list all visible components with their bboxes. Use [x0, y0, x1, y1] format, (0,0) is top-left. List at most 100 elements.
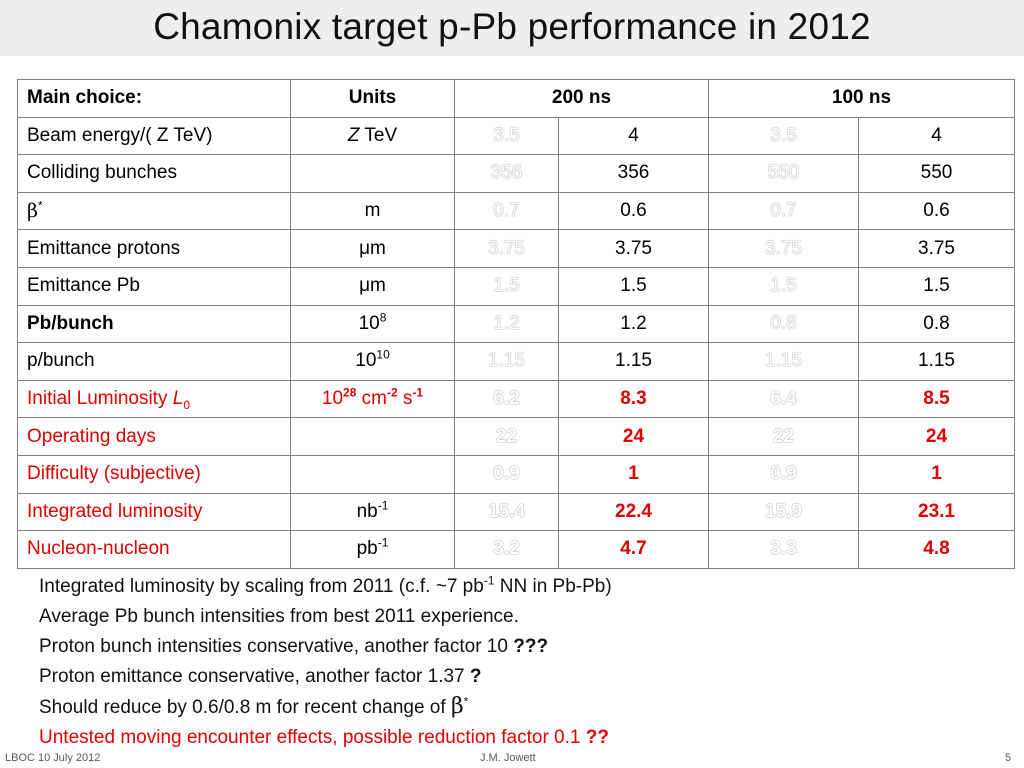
value-cell: 1	[558, 454, 709, 494]
value-cell: 1.5	[454, 266, 559, 306]
table-row: Pb/bunch 108 1.2 1.2 0.8 0.8	[17, 304, 1015, 344]
value-cell: 550	[858, 154, 1015, 193]
note-emphasis: ??	[585, 727, 609, 748]
note-line: Proton bunch intensities conservative, a…	[39, 632, 612, 662]
value-cell: 3.75	[858, 229, 1015, 268]
value-cell: 4.8	[858, 530, 1015, 569]
value-cell: 0.8	[708, 304, 859, 344]
header-200ns: 200 ns	[454, 79, 709, 118]
label-subscript: 0	[183, 397, 190, 412]
header-100ns: 100 ns	[708, 79, 1015, 118]
value-cell: 1.15	[454, 342, 559, 381]
table-row: Colliding bunches 356 356 550 550	[17, 154, 1015, 193]
note-emphasis: ?	[469, 666, 482, 687]
value-cell: 3.75	[558, 229, 709, 268]
value-cell: 1.2	[454, 304, 559, 344]
table-row: Initial Luminosity L0 1028 cm-2 s-1 6.2 …	[17, 379, 1015, 419]
value-cell: 6.2	[454, 379, 559, 419]
row-label: β*	[17, 191, 291, 231]
row-unit: Z TeV	[290, 116, 455, 156]
value-cell: 3.2	[454, 530, 559, 569]
row-unit: nb-1	[290, 492, 455, 532]
unit-italic: Z	[347, 124, 360, 146]
row-unit: 1010	[290, 342, 455, 381]
unit-base: pb	[356, 538, 378, 560]
note-text: Proton emittance conservative, another f…	[39, 666, 470, 687]
value-cell: 23.1	[858, 492, 1015, 532]
value-cell: 0.6	[558, 191, 709, 231]
value-cell: 22	[708, 417, 859, 456]
performance-table: Main choice: Units 200 ns 100 ns Beam en…	[17, 79, 1015, 569]
value-cell: 3.75	[454, 229, 559, 268]
row-unit: pb-1	[290, 530, 455, 569]
slide-title: Chamonix target p-Pb performance in 2012	[153, 6, 871, 47]
value-cell: 8.3	[558, 379, 709, 419]
label-italic: L	[172, 388, 184, 410]
row-label: Colliding bunches	[17, 154, 291, 193]
note-text: Untested moving encounter effects, possi…	[39, 727, 586, 748]
note-line: Should reduce by 0.6/0.8 m for recent ch…	[39, 692, 612, 723]
table-row: Emittance Pb μm 1.5 1.5 1.5 1.5	[17, 266, 1015, 306]
table-row: p/bunch 1010 1.15 1.15 1.15 1.15	[17, 342, 1015, 381]
row-unit: m	[290, 191, 455, 231]
note-text: Should reduce by 0.6/0.8 m for recent ch…	[39, 697, 451, 718]
row-label: Operating days	[17, 417, 291, 456]
value-cell: 356	[454, 154, 559, 193]
value-cell: 1.5	[708, 266, 859, 306]
value-cell: 3.3	[708, 530, 859, 569]
value-cell: 0.6	[858, 191, 1015, 231]
beta-symbol: β	[27, 199, 38, 222]
unit-base: nb	[356, 500, 378, 522]
value-cell: 15.4	[454, 492, 559, 532]
beta-star: *	[463, 694, 469, 709]
unit-exponent: 8	[379, 310, 387, 325]
note-text: Proton bunch intensities conservative, a…	[39, 636, 514, 657]
row-unit	[290, 154, 455, 193]
value-cell: 1.2	[558, 304, 709, 344]
title-bar	[0, 0, 1024, 56]
unit-mid: s	[397, 388, 413, 410]
row-label: Initial Luminosity L0	[17, 379, 291, 419]
value-cell: 0.9	[708, 454, 859, 494]
row-unit: 108	[290, 304, 455, 344]
value-cell: 22.4	[558, 492, 709, 532]
table-row: Emittance protons μm 3.75 3.75 3.75 3.75	[17, 229, 1015, 268]
note-text: Integrated luminosity by scaling from 20…	[39, 576, 484, 597]
value-cell: 4.7	[558, 530, 709, 569]
value-cell: 4	[558, 116, 709, 156]
value-cell: 8.5	[858, 379, 1015, 419]
value-cell: 0.7	[708, 191, 859, 231]
value-cell: 0.8	[858, 304, 1015, 344]
value-cell: 4	[858, 116, 1015, 156]
value-cell: 0.7	[454, 191, 559, 231]
header-label: Main choice:	[17, 79, 291, 118]
unit-text: TeV	[359, 124, 398, 146]
table-row: β* m 0.7 0.6 0.7 0.6	[17, 191, 1015, 231]
note-line: Integrated luminosity by scaling from 20…	[39, 572, 612, 602]
table-row: Integrated luminosity nb-1 15.4 22.4 15.…	[17, 492, 1015, 532]
note-exponent: -1	[483, 573, 495, 588]
row-label: p/bunch	[17, 342, 291, 381]
value-cell: 15.9	[708, 492, 859, 532]
value-cell: 3.5	[454, 116, 559, 156]
unit-exponent: -1	[377, 498, 389, 513]
unit-mid: cm	[356, 388, 387, 410]
unit-base: 10	[358, 312, 380, 334]
value-cell: 3.5	[708, 116, 859, 156]
value-cell: 24	[558, 417, 709, 456]
value-cell: 1.15	[708, 342, 859, 381]
value-cell: 1.5	[558, 266, 709, 306]
row-unit: 1028 cm-2 s-1	[290, 379, 455, 419]
value-cell: 1.15	[558, 342, 709, 381]
note-text: NN in Pb-Pb)	[494, 576, 612, 597]
value-cell: 1.15	[858, 342, 1015, 381]
unit-exponent: 10	[376, 348, 390, 363]
header-units: Units	[290, 79, 455, 118]
row-unit: μm	[290, 266, 455, 306]
beta-star: *	[37, 198, 43, 213]
value-cell: 24	[858, 417, 1015, 456]
table-row: Difficulty (subjective) 0.9 1 0.9 1	[17, 454, 1015, 494]
note-line: Untested moving encounter effects, possi…	[39, 723, 612, 753]
value-cell: 1.5	[858, 266, 1015, 306]
footer-event: LBOC 10 July 2012	[5, 752, 101, 764]
